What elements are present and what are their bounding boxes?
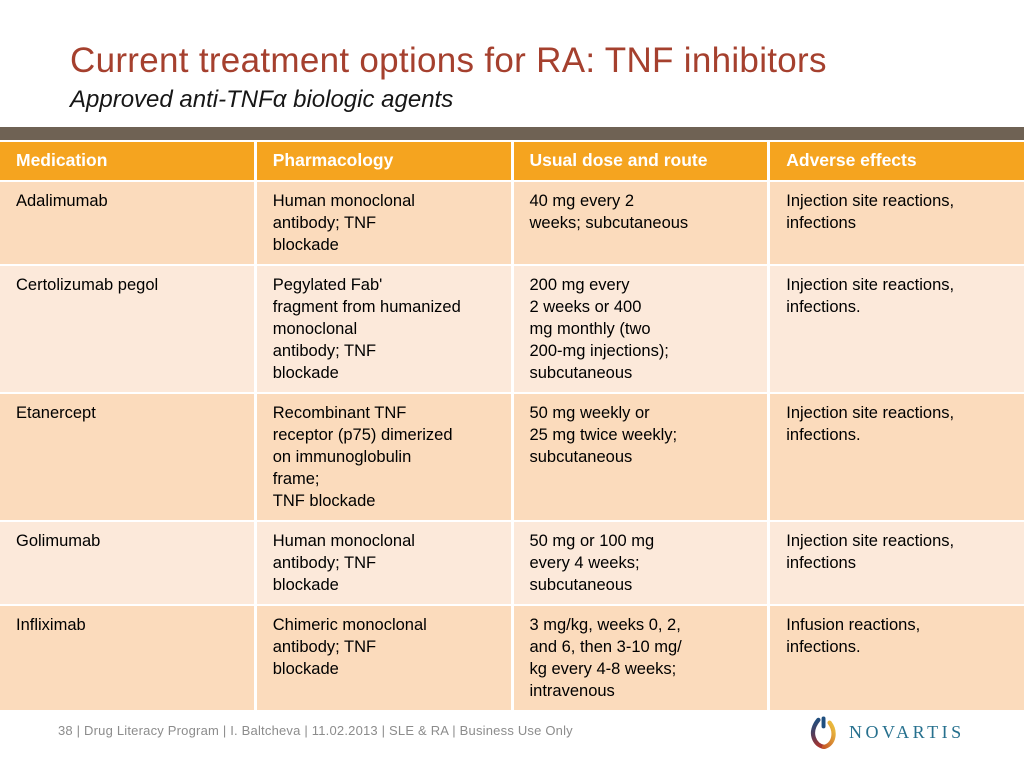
slide-subtitle: Approved anti-TNFα biologic agents: [70, 86, 454, 113]
treatment-table: Medication Pharmacology Usual dose and r…: [0, 142, 1024, 710]
slide-footer: 38 | Drug Literacy Program | I. Baltchev…: [58, 723, 573, 738]
cell-adalimumab-dose: 40 mg every 2 weeks; subcutaneous: [513, 182, 768, 264]
cell-etanercept-adverse: Injection site reactions, infections.: [770, 394, 1024, 520]
cell-certolizumab-pharmacology: Pegylated Fab' fragment from humanized m…: [256, 266, 511, 392]
column-header-adverse-effects: Adverse effects: [770, 142, 1024, 180]
cell-adalimumab-pharmacology: Human monoclonal antibody; TNF blockade: [256, 182, 511, 264]
cell-etanercept-medication: Etanercept: [0, 394, 254, 520]
novartis-wordmark: NOVARTIS: [849, 721, 965, 742]
column-header-medication: Medication: [0, 142, 254, 180]
cell-golimumab-dose: 50 mg or 100 mg every 4 weeks; subcutane…: [513, 522, 768, 604]
cell-certolizumab-dose: 200 mg every 2 weeks or 400 mg monthly (…: [513, 266, 768, 392]
cell-golimumab-pharmacology: Human monoclonal antibody; TNF blockade: [256, 522, 511, 604]
column-header-pharmacology: Pharmacology: [256, 142, 511, 180]
cell-certolizumab-adverse: Injection site reactions, infections.: [770, 266, 1024, 392]
cell-golimumab-adverse: Injection site reactions, infections: [770, 522, 1024, 604]
cell-infliximab-pharmacology: Chimeric monoclonal antibody; TNF blocka…: [256, 606, 511, 710]
cell-etanercept-pharmacology: Recombinant TNF receptor (p75) dimerized…: [256, 394, 511, 520]
cell-adalimumab-medication: Adalimumab: [0, 182, 254, 264]
cell-infliximab-medication: Infliximab: [0, 606, 254, 710]
slide-title: Current treatment options for RA: TNF in…: [70, 41, 827, 80]
cell-infliximab-adverse: Infusion reactions, infections.: [770, 606, 1024, 710]
cell-infliximab-dose: 3 mg/kg, weeks 0, 2, and 6, then 3-10 mg…: [513, 606, 768, 710]
novartis-flame-icon: [810, 716, 838, 749]
novartis-logo: NOVARTIS: [810, 712, 965, 752]
divider-bar: [0, 127, 1024, 140]
column-header-dose-route: Usual dose and route: [513, 142, 768, 180]
cell-adalimumab-adverse: Injection site reactions, infections: [770, 182, 1024, 264]
cell-golimumab-medication: Golimumab: [0, 522, 254, 604]
cell-certolizumab-medication: Certolizumab pegol: [0, 266, 254, 392]
cell-etanercept-dose: 50 mg weekly or 25 mg twice weekly; subc…: [513, 394, 768, 520]
